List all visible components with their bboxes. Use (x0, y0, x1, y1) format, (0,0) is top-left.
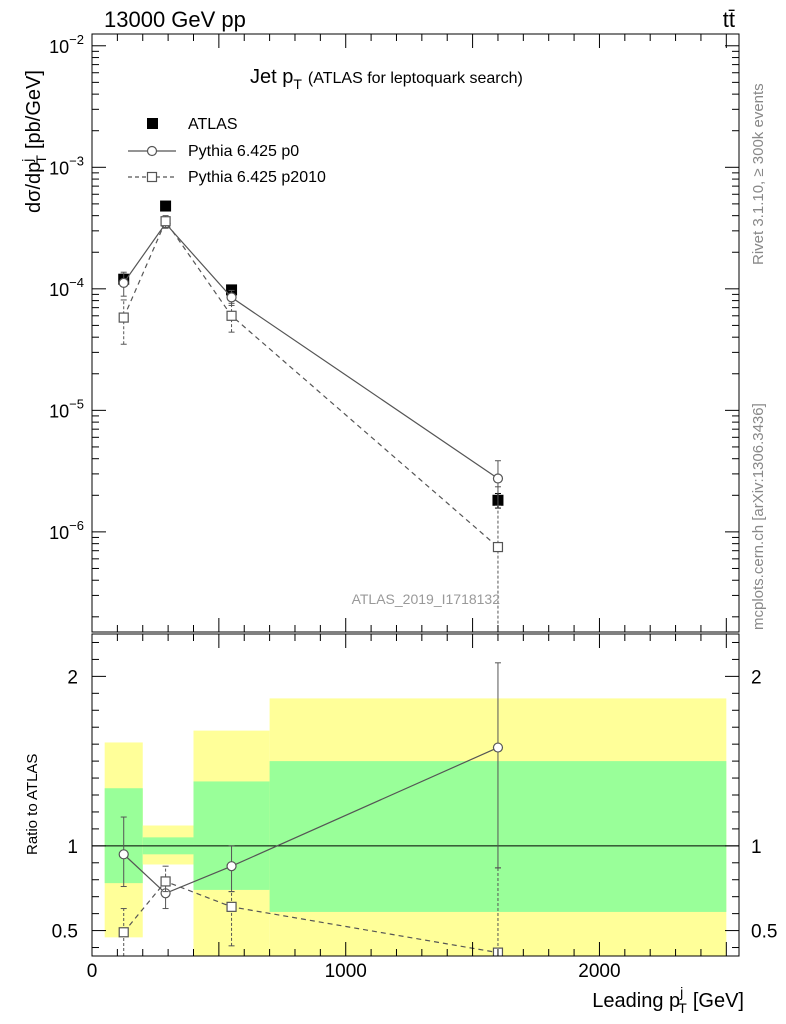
ratio-panel-axes: 0.5 0.5 1 1 2 2 0 1000 2000 (52, 634, 777, 982)
main-point-p2010 (118, 312, 129, 323)
x-tick-label: 0 (87, 961, 98, 982)
legend-marker-p2010 (146, 171, 158, 183)
chart-title-main: Jet p (250, 66, 293, 88)
energy-label: 13000 GeV pp (104, 7, 246, 32)
main-ytick-label-exp: −3 (69, 153, 84, 168)
main-point-atlas (160, 200, 172, 212)
analysis-label: ATLAS_2019_I1718132 (352, 591, 501, 607)
main-ytick-label-base: 10 (49, 280, 69, 300)
main-ylabel-sub: T (33, 155, 49, 164)
ratio-ytick-label-left: 0.5 (52, 922, 78, 943)
ratio-panel-series (118, 662, 504, 956)
main-ytick-label: 10−4 (49, 275, 84, 300)
x-axis-label-rest: [GeV] (693, 990, 744, 1012)
ratio-ylabel: Ratio to ATLAS (24, 754, 41, 855)
legend-label-p2010: Pythia 6.425 p2010 (188, 169, 326, 186)
chart-title-sub: T (293, 76, 302, 92)
main-point-atlas (226, 284, 238, 296)
main-point-p0 (226, 292, 237, 303)
x-axis-label-sub: T (678, 1000, 687, 1016)
ratio-point-p0 (226, 861, 237, 872)
main-ytick-label: 10−6 (49, 518, 84, 543)
main-ytick-label-base: 10 (49, 401, 69, 421)
ratio-point-p2010 (226, 901, 237, 912)
main-point-p0 (118, 277, 129, 288)
main-point-p2010 (226, 310, 237, 321)
main-panel-frame (91, 33, 740, 633)
mcplots-label: mcplots.cern.ch [arXiv:1306.3436] (750, 403, 767, 630)
ratio-point-p2010 (160, 876, 171, 887)
process-label: tt̄ (723, 7, 735, 32)
main-series-line-2 (123, 219, 499, 548)
x-axis-label-main: Leading p (592, 990, 680, 1012)
main-ytick-label-exp: −2 (69, 32, 84, 47)
legend: ATLAS Pythia 6.425 p0 Pythia 6.425 p2010 (128, 116, 326, 186)
main-ytick-label: 10−2 (49, 32, 84, 57)
ratio-point-p2010 (118, 927, 129, 938)
main-point-p0 (492, 473, 504, 484)
ratio-ytick-label-left: 2 (67, 667, 78, 688)
legend-marker-p0 (146, 145, 158, 157)
x-axis-label: Leading pj T [GeV] (592, 984, 744, 1016)
main-ylabel-sup: j (19, 159, 35, 163)
legend-marker-atlas (147, 118, 158, 129)
main-ytick-label-base: 10 (49, 158, 69, 178)
x-tick-label: 1000 (325, 961, 367, 982)
main-series-line-1 (123, 222, 499, 479)
main-ytick-label-exp: −4 (69, 275, 84, 290)
main-ylabel-rest: [pb/GeV] (23, 70, 45, 149)
chart-title: Jet pT (ATLAS for leptoquark search) (250, 66, 523, 92)
main-ytick-label-base: 10 (49, 37, 69, 57)
main-ytick-label: 10−3 (49, 153, 84, 178)
ratio-point-p0 (118, 849, 129, 860)
main-panel-axes: 10−610−510−410−310−2 (49, 32, 739, 632)
ratio-ytick-label-right: 1 (751, 837, 762, 858)
ratio-series-line-1 (123, 880, 499, 954)
ratio-ytick-label-right: 2 (751, 667, 762, 688)
ratio-uncertainty-bands (104, 698, 727, 956)
chart-title-rest: (ATLAS for leptoquark search) (308, 70, 523, 87)
main-panel-series (118, 200, 504, 632)
main-ytick-label-base: 10 (49, 523, 69, 543)
rivet-label: Rivet 3.1.10, ≥ 300k events (750, 83, 767, 265)
legend-label-atlas: ATLAS (188, 116, 238, 133)
main-ylabel: dσ/dpjT [pb/GeV] (19, 70, 49, 213)
main-ytick-label-exp: −5 (69, 396, 84, 411)
main-point-p2010 (160, 216, 171, 227)
main-point-p2010 (492, 541, 504, 553)
x-axis-label-sup: j (679, 984, 683, 1000)
main-ylabel-main: dσ/dp (23, 162, 45, 213)
x-tick-label: 2000 (578, 961, 620, 982)
ratio-ytick-label-left: 1 (67, 837, 78, 858)
ratio-series-line-0 (123, 746, 499, 894)
main-ytick-label-exp: −6 (69, 518, 84, 533)
main-ytick-label: 10−5 (49, 396, 84, 421)
ratio-ytick-label-right: 0.5 (751, 922, 777, 943)
ratio-point-p0 (492, 742, 504, 753)
legend-label-p0: Pythia 6.425 p0 (188, 143, 299, 160)
